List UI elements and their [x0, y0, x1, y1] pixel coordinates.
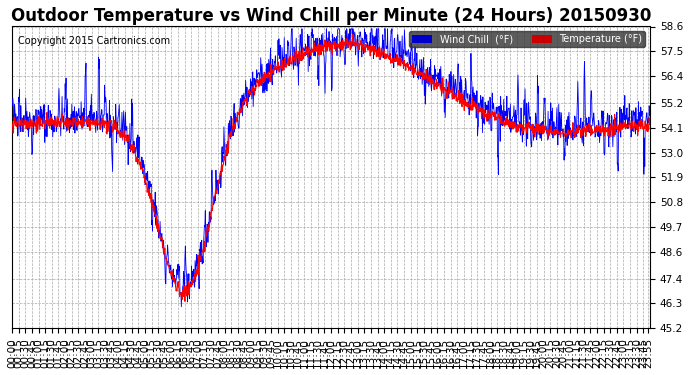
Legend: Wind Chill  (°F), Temperature (°F): Wind Chill (°F), Temperature (°F) [409, 32, 645, 47]
Title: Outdoor Temperature vs Wind Chill per Minute (24 Hours) 20150930: Outdoor Temperature vs Wind Chill per Mi… [11, 7, 651, 25]
Text: Copyright 2015 Cartronics.com: Copyright 2015 Cartronics.com [19, 36, 170, 45]
